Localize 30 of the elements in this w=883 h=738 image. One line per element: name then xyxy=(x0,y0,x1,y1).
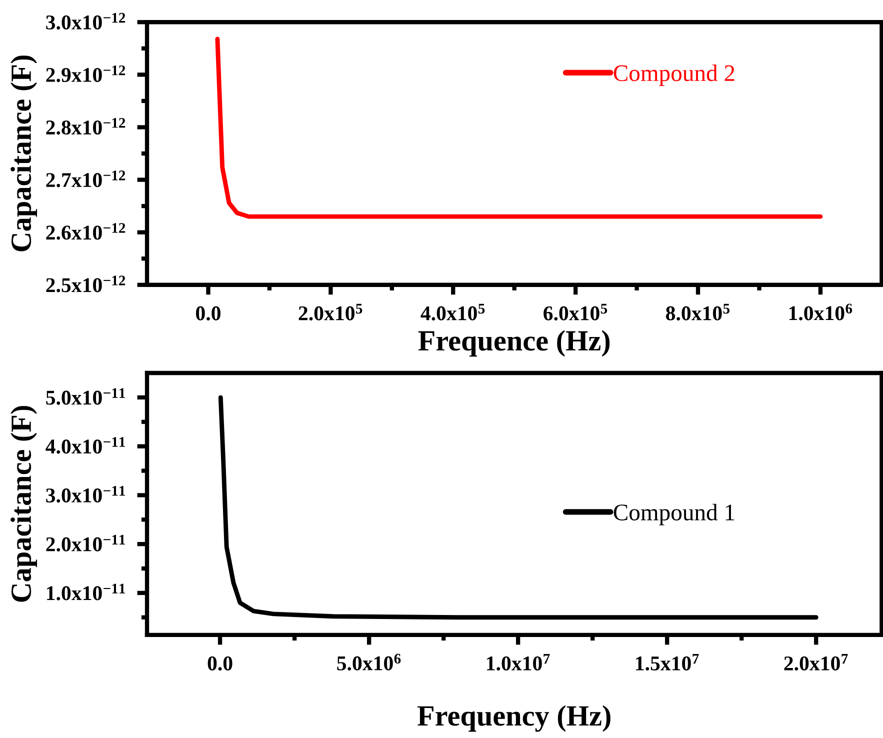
y-axis-title: Capacitance (F) xyxy=(10,406,38,602)
legend-label: Compound 1 xyxy=(614,504,734,526)
x-tick-label: 1.0x10$^{7}$ xyxy=(487,654,550,671)
y-tick-label: 3.0x10$^{−11}$ xyxy=(46,486,125,503)
x-tick-label: 6.0x10$^{5}$ xyxy=(544,304,608,320)
y-tick-label: 4.0x10$^{−11}$ xyxy=(46,437,125,454)
y-tick-label: 5.0x10$^{−11}$ xyxy=(46,388,125,405)
x-tick-label: 8.0x10$^{5}$ xyxy=(666,304,730,320)
x-tick-label: 1.0x10$^{6}$ xyxy=(789,304,852,320)
y-tick-label: 2.9x10$^{−12}$ xyxy=(46,65,126,82)
x-tick-label: 0.0 xyxy=(208,656,232,671)
x-tick-label: 0.0 xyxy=(196,306,220,320)
x-tick-label: 2.0x10$^{7}$ xyxy=(784,654,848,671)
y-tick-label: 2.5x10$^{−12}$ xyxy=(46,276,126,292)
x-tick-label: 4.0x10$^{5}$ xyxy=(420,304,485,320)
y-tick-label: 1.0x10$^{−11}$ xyxy=(47,584,125,600)
line-series xyxy=(215,36,823,219)
y-tick-label: 2.6x10$^{−12}$ xyxy=(46,223,126,240)
y-axis-title: Capacitance (F) xyxy=(10,56,38,252)
x-axis-title: Frequence (Hz) xyxy=(418,330,610,357)
x-tick-label: 1.5x10$^{7}$ xyxy=(636,654,699,671)
x-tick-label: 2.0x10$^{5}$ xyxy=(298,304,362,320)
line-series xyxy=(218,395,818,620)
y-tick-label: 2.8x10$^{−12}$ xyxy=(46,118,126,135)
y-tick-label: 2.7x10$^{−12}$ xyxy=(46,170,126,188)
y-tick-label: 2.0x10$^{−11}$ xyxy=(46,534,125,552)
x-tick-label: 5.0x10$^{6}$ xyxy=(337,654,401,670)
x-axis-title: Frequency (Hz) xyxy=(418,705,610,732)
legend-label: Compound 2 xyxy=(614,64,734,86)
y-tick-label: 3.0x10$^{−12}$ xyxy=(46,12,126,30)
